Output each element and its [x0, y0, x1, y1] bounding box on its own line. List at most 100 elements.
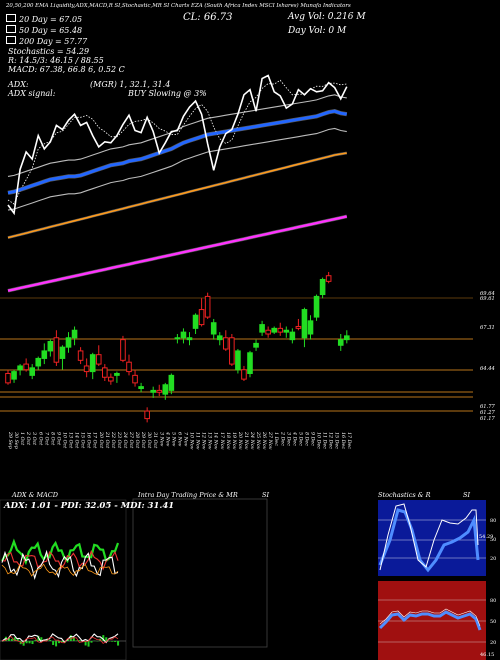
candle-body — [325, 275, 332, 282]
legend-200day: 200 Day = 57.77 — [6, 36, 87, 46]
stochastics-value-label: 54.29 — [479, 534, 493, 540]
date-tick-label: 16 Oct — [86, 432, 92, 448]
price-label: 64.44 — [480, 366, 495, 372]
date-tick-label: 9 Dec — [310, 432, 316, 446]
rsi-panel-bg — [378, 581, 486, 660]
macd-histogram-bar — [28, 641, 31, 644]
candle-body — [132, 374, 138, 384]
candle-body — [301, 309, 308, 339]
date-tick-label: 15 Oct — [80, 432, 86, 448]
candle-body — [180, 331, 187, 339]
price-label: 69.64 — [480, 291, 495, 297]
date-tick-label: 23 Oct — [116, 431, 122, 448]
chart-title: 20,50,200 EMA Liquidity,ADX,MACD,R SI,St… — [6, 3, 351, 9]
stochastics-k-line — [379, 503, 479, 571]
candle-body — [108, 376, 114, 382]
candle-body — [150, 389, 156, 393]
date-tick-label: 10 Dec — [316, 432, 322, 449]
legend-50day-label: 50 Day = 65.48 — [19, 26, 83, 35]
candle-body — [277, 327, 284, 333]
date-tick-label: 6 Oct — [37, 432, 43, 445]
candle-body — [120, 339, 126, 361]
candle-body — [89, 354, 96, 373]
ma-line-200-day — [7, 215, 348, 292]
candle-body — [77, 350, 84, 361]
middle-panel-title-text: Intra Day Trading Price & MR — [138, 491, 238, 499]
macd-histogram-bar — [40, 637, 43, 641]
candle-body — [229, 337, 235, 365]
date-tick-label: 18 Nov — [225, 432, 231, 450]
candle-body — [83, 365, 90, 373]
legend-20day-swatch — [6, 14, 16, 22]
candle-body — [65, 337, 72, 348]
candle-body — [344, 335, 350, 341]
date-tick-label: 26 Nov — [261, 431, 267, 450]
candle-body — [102, 367, 108, 378]
rsi-line — [378, 610, 482, 631]
macd-histogram-bar — [69, 635, 72, 641]
date-tick-label: 12 Nov — [201, 432, 207, 450]
stat-macd: MACD: 67.38, 66.8 6, 0.52 C — [8, 65, 125, 74]
date-tick-label: 14 Nov — [213, 432, 219, 450]
date-tick-label: 7 Oct — [43, 432, 49, 445]
date-tick-label: 11 Nov — [195, 432, 201, 450]
dotted-price-average-line — [7, 79, 347, 205]
signal-value: BUY Slowing @ 3% — [128, 89, 207, 98]
middle-panel-title-si: SI — [262, 491, 270, 499]
right-panel-title-text: Stochastics & R — [378, 491, 431, 499]
candle-body — [241, 369, 247, 380]
adx-readout: ADX: 1.01 - PDI: 32.05 - MDI: 31.41 — [4, 501, 175, 511]
macd-histogram-bar — [49, 639, 52, 641]
date-tick-label: 21 Nov — [243, 431, 249, 450]
macd-histogram-bar — [111, 641, 114, 642]
macd-histogram-bar — [34, 640, 37, 641]
macd-histogram-bar — [87, 641, 90, 647]
candle-body — [5, 372, 11, 384]
candle-body — [210, 322, 217, 335]
rsi-value-label: 46.15 — [480, 652, 494, 658]
candle-body — [192, 314, 199, 329]
macd-histogram-bar — [90, 641, 93, 643]
date-tick-label: 24 Nov — [249, 431, 255, 450]
macd-histogram-bar — [58, 641, 61, 644]
macd-histogram-bar — [78, 640, 81, 641]
price-label: 61.17 — [480, 416, 496, 422]
macd-histogram-bar — [72, 637, 75, 641]
avg-volume: Avg Vol: 0.216 M — [288, 12, 366, 22]
date-tick-label: 11 Dec — [322, 432, 328, 449]
candle-body — [337, 339, 344, 346]
candle-body — [59, 346, 66, 359]
candle-body — [186, 337, 193, 341]
candle-body — [41, 350, 48, 359]
envelope-line-1 — [7, 127, 347, 211]
adx-panel-frame — [0, 499, 127, 660]
candle-body — [53, 337, 60, 363]
stochastics-d-line — [378, 508, 480, 573]
middle-panel-title: Intra Day Trading Price & MR SI — [138, 491, 269, 499]
legend-20day-label: 20 Day = 67.05 — [19, 15, 83, 24]
date-tick-label: 8 Dec — [303, 432, 309, 446]
candle-body — [313, 295, 320, 318]
macd-histogram-bar — [2, 641, 4, 642]
candle-body — [174, 337, 181, 340]
candle-body — [295, 325, 302, 329]
date-tick-label: 4 Dec — [291, 431, 297, 446]
date-tick-label: 6 Nov — [176, 432, 182, 447]
price-label: 61.27 — [480, 410, 496, 416]
stat-signal: ADX signal: BUY Slowing @ 3% — [8, 89, 207, 98]
legend-20day: 20 Day = 67.05 — [6, 14, 82, 24]
candle-body — [319, 278, 326, 296]
date-tick-label: 30 Oct — [146, 432, 152, 448]
date-tick-label: 25 Nov — [255, 431, 261, 450]
price-label: 61.77 — [480, 404, 496, 410]
rsi-axis-label: 50 — [490, 619, 496, 625]
date-tick-label: 15 Dec — [334, 432, 340, 449]
date-tick-label: 13 Oct — [68, 432, 74, 448]
right-panel-title: Stochastics & R SI — [378, 491, 470, 499]
date-tick-label: 8 Oct — [49, 432, 55, 445]
candle-body — [17, 365, 23, 371]
candle-body — [271, 327, 277, 333]
macd-histogram-bar — [105, 637, 108, 641]
legend-50day-swatch — [6, 25, 16, 33]
candle-body — [265, 329, 271, 335]
